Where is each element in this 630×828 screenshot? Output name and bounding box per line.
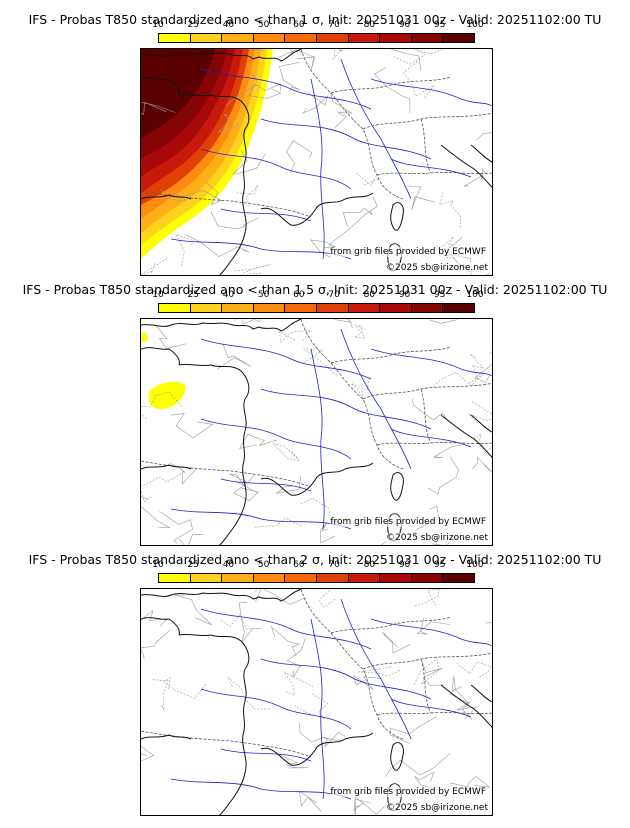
- colorbar-segment: [348, 304, 381, 312]
- colorbar-segment: [380, 304, 412, 312]
- colorbar-tick-label: 25: [187, 560, 199, 570]
- colorbar-segment: [316, 304, 349, 312]
- colorbar-segment: [253, 34, 286, 42]
- map-svg: [141, 589, 492, 815]
- colorbar-segment: [159, 574, 191, 582]
- colorbar-tick-label: 100: [466, 560, 484, 570]
- colorbar-tick-label: 90: [398, 290, 411, 300]
- map-area[interactable]: from grib files provided by ECMWF ©2025 …: [140, 48, 493, 276]
- colorbar: [158, 573, 475, 583]
- colorbar-segment: [190, 34, 223, 42]
- colorbar-segment: [253, 304, 286, 312]
- colorbar-tick-label: 40: [222, 290, 235, 300]
- panel-title: IFS - Probas T850 standardized ano < tha…: [28, 552, 602, 567]
- colorbar-ticks: 10 25 40 50 60 70 80 90 95 100: [152, 20, 483, 32]
- colorbar-segment: [285, 304, 317, 312]
- colorbar-tick-label: 95: [434, 20, 446, 30]
- colorbar-segment: [443, 304, 474, 312]
- colorbar-ticks: 10 25 40 50 60 70 80 90 95 100: [152, 560, 483, 572]
- rivers: [170, 598, 492, 800]
- colorbar-segment: [443, 574, 474, 582]
- panel-title: IFS - Probas T850 standardized ano < tha…: [22, 282, 608, 297]
- colorbar-tick-label: 80: [363, 560, 376, 570]
- colorbar-tick-label: 100: [466, 20, 484, 30]
- colorbar-segment: [190, 304, 223, 312]
- colorbar-segment: [411, 304, 444, 312]
- coastlines: [141, 319, 492, 545]
- colorbar-segment: [253, 574, 286, 582]
- rivers: [170, 328, 492, 530]
- colorbar-segment: [285, 34, 317, 42]
- colorbar-tick-label: 95: [434, 290, 446, 300]
- colorbar-tick-label: 50: [257, 560, 270, 570]
- colorbar-tick-label: 10: [152, 560, 164, 570]
- copyright-text: ©2025 sb@irizone.net: [386, 803, 488, 813]
- colorbar-tick-label: 10: [152, 20, 164, 30]
- colorbar-segment: [222, 574, 254, 582]
- colorbar-segment: [411, 34, 444, 42]
- colorbar-segment: [316, 574, 349, 582]
- map-area[interactable]: from grib files provided by ECMWF ©2025 …: [140, 588, 493, 816]
- colorbar-segment: [159, 304, 191, 312]
- panel-title: IFS - Probas T850 standardized ano < tha…: [28, 12, 602, 27]
- colorbar-segment: [380, 574, 412, 582]
- colorbar-segment: [222, 304, 254, 312]
- colorbar-tick-label: 25: [187, 290, 199, 300]
- colorbar-tick-label: 70: [328, 290, 340, 300]
- colorbar-tick-label: 90: [398, 560, 411, 570]
- colorbar-tick-label: 60: [293, 290, 305, 300]
- map-svg: [141, 49, 492, 275]
- colorbar-tick-label: 40: [222, 20, 235, 30]
- colorbar-segment: [316, 34, 349, 42]
- colorbar-ticks: 10 25 40 50 60 70 80 90 95 100: [152, 290, 483, 302]
- borders: [141, 589, 492, 758]
- colorbar-tick-label: 25: [187, 20, 199, 30]
- colorbar-tick-label: 80: [363, 20, 376, 30]
- colorbar-segment: [348, 574, 381, 582]
- colorbar-tick-label: 90: [398, 20, 411, 30]
- map-svg: [141, 319, 492, 545]
- credit-text: from grib files provided by ECMWF: [330, 787, 486, 797]
- colorbar-segment: [443, 34, 474, 42]
- map-panel-2: IFS - Probas T850 standardized ano < tha…: [0, 270, 630, 546]
- colorbar-segment: [411, 574, 444, 582]
- coastlines: [141, 49, 492, 275]
- colorbar-tick-label: 70: [328, 560, 340, 570]
- copyright-text: ©2025 sb@irizone.net: [386, 263, 488, 273]
- colorbar-segment: [380, 34, 412, 42]
- colorbar-tick-label: 40: [222, 560, 235, 570]
- colorbar-segment: [285, 574, 317, 582]
- colorbar-tick-label: 10: [152, 290, 164, 300]
- map-area[interactable]: from grib files provided by ECMWF ©2025 …: [140, 318, 493, 546]
- probability-field: [141, 49, 273, 259]
- copyright-text: ©2025 sb@irizone.net: [386, 533, 488, 543]
- colorbar-tick-label: 50: [257, 20, 270, 30]
- colorbar-tick-label: 60: [293, 20, 305, 30]
- probability-field: [141, 332, 186, 409]
- colorbar-tick-label: 50: [257, 290, 270, 300]
- colorbar: [158, 303, 475, 313]
- map-panel-1: IFS - Probas T850 standardized ano < tha…: [0, 0, 630, 276]
- colorbar-tick-label: 95: [434, 560, 446, 570]
- colorbar-tick-label: 70: [328, 20, 340, 30]
- colorbar: [158, 33, 475, 43]
- rivers: [170, 58, 492, 260]
- colorbar-segment: [222, 34, 254, 42]
- credit-text: from grib files provided by ECMWF: [330, 247, 486, 257]
- map-panel-3: IFS - Probas T850 standardized ano < tha…: [0, 540, 630, 816]
- borders: [141, 319, 492, 488]
- credit-text: from grib files provided by ECMWF: [330, 517, 486, 527]
- colorbar-segment: [159, 34, 191, 42]
- colorbar-tick-label: 100: [466, 290, 484, 300]
- colorbar-segment: [190, 574, 223, 582]
- colorbar-tick-label: 60: [293, 560, 305, 570]
- colorbar-segment: [348, 34, 381, 42]
- colorbar-tick-label: 80: [363, 290, 376, 300]
